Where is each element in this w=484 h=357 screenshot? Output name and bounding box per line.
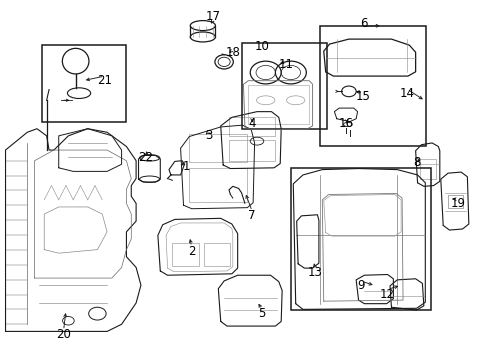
Text: 13: 13 [307, 266, 322, 279]
Text: 7: 7 [248, 209, 256, 222]
Text: 17: 17 [206, 10, 221, 23]
Text: 5: 5 [257, 307, 265, 320]
Text: 11: 11 [278, 58, 293, 71]
Bar [228, 117, 274, 136]
Bar [248, 85, 308, 125]
Text: 21: 21 [97, 74, 112, 87]
Bar [189, 134, 247, 162]
Bar [290, 168, 430, 310]
Bar [242, 43, 326, 129]
Bar [42, 45, 126, 122]
Text: 12: 12 [379, 288, 394, 301]
Text: 8: 8 [412, 156, 420, 169]
Text: 14: 14 [399, 87, 413, 100]
Text: 2: 2 [188, 245, 195, 258]
Text: 18: 18 [225, 46, 240, 59]
Text: 1: 1 [183, 160, 190, 172]
Bar [319, 26, 425, 146]
Text: 15: 15 [355, 90, 370, 103]
Text: 9: 9 [357, 279, 364, 292]
Text: 6: 6 [359, 17, 366, 30]
Text: 20: 20 [56, 328, 71, 341]
Bar [228, 140, 274, 161]
Bar [447, 195, 462, 208]
Text: 4: 4 [248, 117, 256, 130]
Text: 10: 10 [254, 40, 269, 54]
Text: 16: 16 [338, 117, 353, 130]
Bar [172, 242, 198, 266]
Text: 22: 22 [138, 151, 153, 164]
Bar [189, 168, 247, 202]
Bar [203, 242, 230, 266]
Text: 3: 3 [205, 129, 212, 142]
Bar [420, 159, 435, 178]
Text: 19: 19 [449, 197, 464, 210]
